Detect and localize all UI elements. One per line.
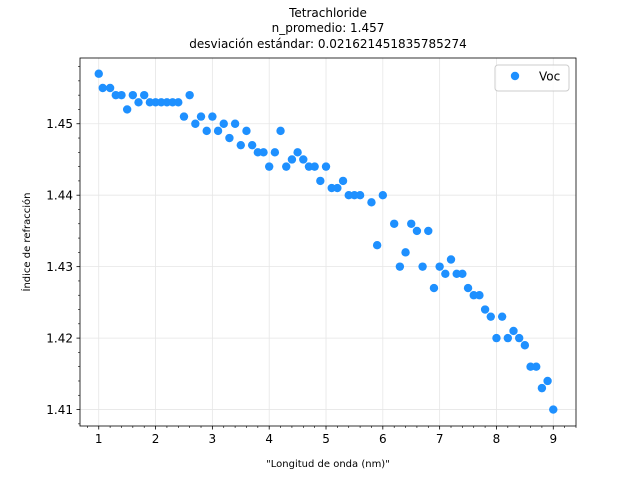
x-tick-label: 3 <box>209 432 217 446</box>
data-point <box>543 376 552 386</box>
data-point <box>446 255 456 264</box>
data-point <box>264 162 274 171</box>
data-point <box>213 126 223 136</box>
data-point <box>520 341 530 350</box>
data-point <box>316 176 325 186</box>
data-point <box>389 219 399 228</box>
y-tick-label: 1.42 <box>46 332 73 346</box>
x-tick-label: 4 <box>265 432 273 446</box>
data-point <box>378 190 388 200</box>
data-point <box>418 262 427 271</box>
data-point <box>117 90 126 100</box>
data-point <box>287 155 297 164</box>
y-tick-label: 1.41 <box>46 403 73 417</box>
data-point <box>441 269 450 278</box>
data-point <box>486 312 495 321</box>
data-point <box>191 119 200 128</box>
data-point <box>140 90 149 100</box>
data-point <box>94 69 103 78</box>
data-point <box>355 190 365 200</box>
data-point <box>497 312 507 321</box>
data-point <box>276 126 285 136</box>
data-point <box>372 241 382 250</box>
data-point <box>259 148 268 157</box>
data-point <box>407 219 416 228</box>
data-point <box>514 333 524 343</box>
x-tick-label: 7 <box>436 432 444 446</box>
data-point <box>412 226 422 236</box>
axis-ticks: 1 2 3 4 5 6 7 8 9 1.41 1.42 1.43 1.44 1.45 <box>46 66 577 446</box>
data-point <box>401 248 410 257</box>
x-tick-label: 1 <box>95 432 103 446</box>
chart-title-line-2: n_promedio: 1.457 <box>272 21 385 35</box>
x-tick-label: 9 <box>549 432 557 446</box>
data-point <box>208 112 217 121</box>
chart-title: Tetrachloride n_promedio: 1.457 desviaci… <box>189 6 466 51</box>
data-point <box>174 98 183 107</box>
data-point <box>128 90 138 100</box>
data-point <box>395 262 405 271</box>
y-tick-label: 1.44 <box>46 189 73 203</box>
data-point <box>105 83 115 93</box>
legend-label-voc: Voc <box>539 70 560 84</box>
data-point <box>509 326 518 336</box>
data-point <box>338 176 348 186</box>
x-axis-label: "Longitud de onda (nm)" <box>266 459 390 470</box>
y-tick-label: 1.45 <box>46 117 73 131</box>
data-point <box>230 119 240 128</box>
legend-box <box>494 64 570 92</box>
data-point <box>122 105 132 114</box>
data-point <box>549 405 558 414</box>
data-point <box>424 226 433 236</box>
data-point <box>503 333 513 343</box>
data-point <box>537 383 547 393</box>
data-point <box>270 148 280 157</box>
data-point <box>225 133 234 143</box>
data-point <box>321 162 331 171</box>
data-point <box>435 262 444 271</box>
data-point <box>333 183 342 193</box>
x-tick-label: 5 <box>322 432 330 446</box>
data-point <box>236 140 245 150</box>
data-point <box>310 162 319 171</box>
x-tick-label: 6 <box>379 432 387 446</box>
data-point <box>458 269 467 278</box>
y-tick-label: 1.43 <box>46 260 73 274</box>
data-point <box>367 198 376 207</box>
data-point <box>492 333 501 343</box>
chart-title-line-3: desviación estándar: 0.02162145183578527… <box>189 37 466 51</box>
data-point <box>202 126 211 136</box>
data-point <box>179 112 189 121</box>
legend-marker-voc <box>510 71 520 81</box>
data-point <box>532 362 541 371</box>
data-point <box>463 283 473 293</box>
data-point <box>480 305 490 314</box>
x-tick-label: 8 <box>493 432 501 446</box>
data-point <box>134 98 143 107</box>
data-point <box>219 119 228 128</box>
data-point <box>293 148 302 157</box>
chart-title-line-1: Tetrachloride <box>288 6 367 20</box>
data-point <box>429 283 439 293</box>
data-point <box>196 112 206 121</box>
data-point <box>98 83 107 93</box>
plot-area-frame <box>79 57 577 427</box>
data-point <box>247 140 257 150</box>
data-point <box>299 155 308 164</box>
data-points <box>94 69 558 414</box>
data-point <box>242 126 251 136</box>
y-axis-label: Índice de refracción <box>20 193 33 292</box>
x-tick-label: 2 <box>152 432 160 446</box>
data-point <box>185 90 194 100</box>
data-point <box>475 291 484 300</box>
data-point <box>282 162 291 171</box>
chart-legend: Voc <box>494 64 570 92</box>
